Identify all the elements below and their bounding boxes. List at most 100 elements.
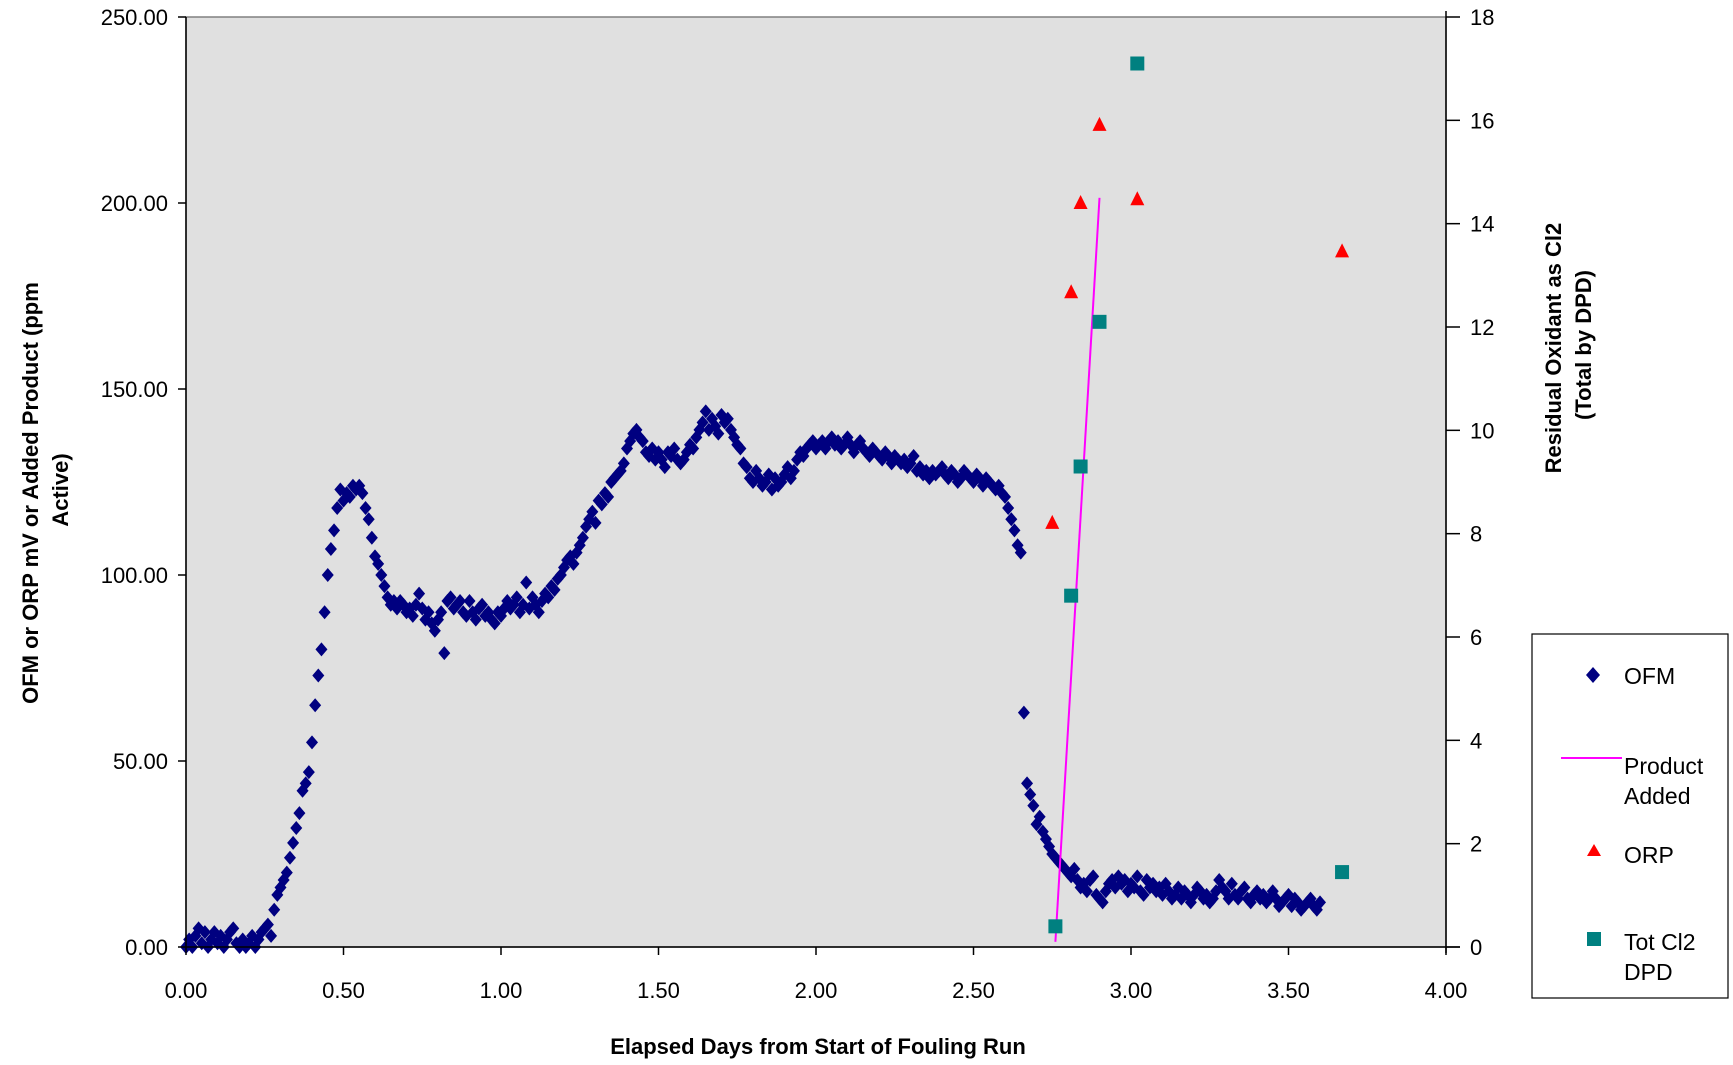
ofm-point (375, 568, 388, 582)
ofm-point (1008, 523, 1021, 538)
tot-cl2-point (1092, 314, 1107, 329)
ofm-point (510, 590, 523, 605)
orp-point (1045, 514, 1060, 529)
legend-product-added-line-1: Product (1624, 753, 1704, 779)
ofm-point (699, 404, 712, 419)
ofm-point (696, 415, 709, 430)
ofm-point (261, 917, 274, 932)
tot-cl2-point (1073, 459, 1088, 474)
ofm-point (343, 489, 356, 504)
legend-orp-marker (1587, 844, 1601, 856)
ofm-point (1068, 861, 1081, 876)
y-axis-title: OFM or ORP mV or Added Product (ppm Acti… (18, 276, 73, 704)
ofm-point (324, 541, 337, 556)
ofm-point (328, 523, 341, 538)
x-tick-label: 2.50 (952, 978, 995, 1003)
ofm-point (787, 463, 800, 478)
y-tick-label: 50.00 (113, 749, 168, 774)
x-tick-label: 1.50 (637, 978, 680, 1003)
ofm-point (438, 646, 451, 661)
ofm-point (312, 668, 325, 683)
ofm-point (1024, 787, 1037, 802)
ofm-point (413, 586, 426, 601)
ofm-point (306, 735, 318, 750)
x-tick-label: 0.00 (165, 978, 208, 1003)
ofm-point (1131, 869, 1144, 884)
ofm-point (668, 441, 681, 456)
ofm-point (1021, 776, 1034, 791)
ofm-point (520, 575, 533, 590)
ofm-point (365, 530, 378, 545)
x-tick-label: 0.50 (322, 978, 365, 1003)
ofm-point (589, 515, 602, 530)
y-tick-labels: 0.00 50.00 100.00 150.00 200.00 250.00 (101, 5, 168, 960)
ofm-point (567, 556, 580, 571)
y2-tick-label: 10 (1470, 418, 1494, 443)
x-tick-label: 1.00 (480, 978, 523, 1003)
axes (178, 11, 1460, 955)
ofm-point (595, 497, 608, 512)
ofm-point (999, 489, 1011, 504)
y-tick-label: 0.00 (125, 935, 168, 960)
ofm-point (1014, 545, 1027, 560)
ofm-point (687, 441, 700, 456)
x-tick-label: 3.00 (1110, 978, 1153, 1003)
ofm-point (406, 608, 419, 623)
orp-point (1073, 195, 1088, 209)
ofm-point (602, 489, 615, 504)
ofm-point (548, 582, 561, 597)
x-axis-title: Elapsed Days from Start of Fouling Run (610, 1034, 1026, 1059)
legend-tot-cl2-line-2: DPD (1624, 959, 1673, 985)
y2-tick-label: 4 (1470, 728, 1482, 753)
y2-tick-label: 14 (1470, 212, 1494, 237)
ofm-point (1017, 705, 1030, 720)
y2-tick-label: 16 (1470, 108, 1494, 133)
legend-tot-cl2-marker (1587, 932, 1601, 946)
series-product-added (1054, 197, 1101, 942)
ofm-point (321, 568, 334, 582)
y-tick-label: 200.00 (101, 191, 168, 216)
ofm-point (734, 441, 747, 456)
x-tick-label: 3.50 (1267, 978, 1310, 1003)
y-axis-title-line-2: Active) (48, 453, 73, 526)
ofm-point (265, 928, 278, 943)
ofm-point (576, 530, 589, 545)
tot-cl2-point (1048, 919, 1063, 934)
orp-point (1335, 243, 1350, 258)
ofm-point (463, 594, 476, 609)
product-added-line (1054, 197, 1101, 942)
ofm-point (1002, 501, 1015, 516)
ofm-point (636, 434, 649, 449)
ofm-point (444, 590, 457, 605)
legend-ofm-label: OFM (1624, 663, 1675, 689)
ofm-point (907, 448, 920, 463)
ofm-point (1005, 512, 1018, 527)
ofm-point (617, 456, 630, 471)
y2-tick-label: 0 (1470, 935, 1482, 960)
y-tick-label: 250.00 (101, 5, 168, 30)
ofm-point (318, 605, 331, 620)
ofm-point (309, 698, 322, 713)
ofm-point (356, 486, 369, 501)
ofm-point (586, 504, 599, 519)
legend-tot-cl2-label: Tot Cl2 DPD (1624, 929, 1702, 985)
legend-orp-label: ORP (1624, 842, 1674, 868)
ofm-point (359, 501, 372, 516)
ofm-point (422, 605, 435, 620)
ofm-point (372, 556, 385, 571)
orp-point (1092, 116, 1107, 131)
ofm-point (283, 850, 296, 865)
ofm-point (1314, 895, 1326, 910)
ofm-point (378, 579, 391, 594)
y2-tick-label: 2 (1470, 832, 1482, 857)
ofm-point (293, 806, 306, 821)
ofm-point (542, 590, 555, 605)
ofm-point (299, 776, 312, 791)
ofm-point (532, 605, 545, 620)
ofm-point (1238, 880, 1251, 895)
ofm-point (331, 501, 344, 516)
plot-marks (180, 56, 1350, 954)
legend-ofm-marker (1586, 667, 1600, 683)
ofm-point (435, 605, 448, 620)
